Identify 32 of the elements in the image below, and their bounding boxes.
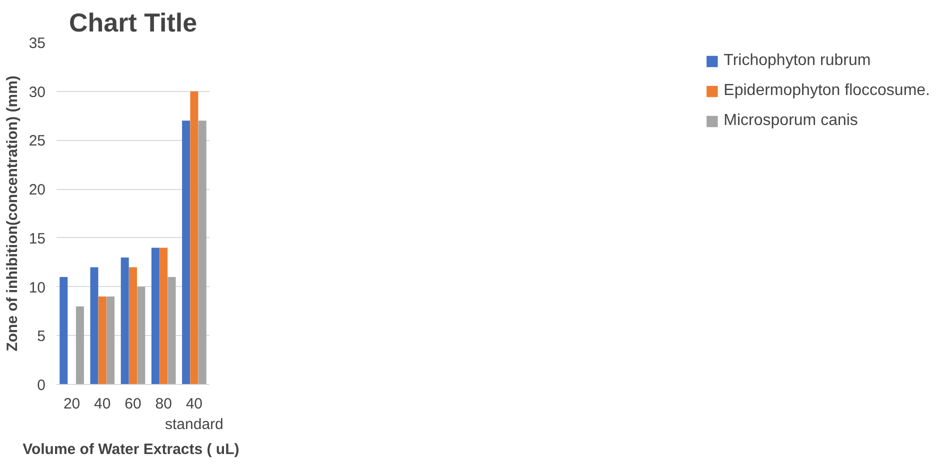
y-tick-label: 10 bbox=[28, 279, 46, 296]
x-tick-label: 20 bbox=[63, 396, 80, 412]
y-axis-title: Zone of inhibition(concentration) (mm) bbox=[4, 76, 21, 352]
chart-title: Chart Title bbox=[68, 8, 198, 38]
y-tick-label: 35 bbox=[28, 35, 46, 52]
bar bbox=[160, 248, 168, 384]
y-tick-label: 5 bbox=[37, 328, 46, 346]
bar bbox=[129, 267, 137, 384]
x-tick-label: 60 bbox=[124, 396, 142, 412]
bar bbox=[182, 120, 190, 384]
bar bbox=[168, 277, 176, 384]
x-axis-title: Volume of Water Extracts ( uL) bbox=[22, 440, 240, 458]
x-tick-label: 40 bbox=[94, 396, 111, 412]
bar bbox=[137, 286, 146, 384]
bar bbox=[151, 248, 160, 384]
bar bbox=[76, 306, 84, 384]
bar bbox=[60, 277, 68, 384]
legend-label: Microsporum canis bbox=[724, 112, 858, 130]
y-tick-label: 0 bbox=[37, 377, 46, 394]
bar bbox=[190, 91, 198, 384]
bar bbox=[106, 296, 115, 384]
bar bbox=[98, 296, 106, 384]
legend-label: Trichophyton rubrum bbox=[724, 52, 871, 70]
y-tick-label: 25 bbox=[28, 132, 46, 150]
y-tick-label: 30 bbox=[28, 84, 46, 101]
bar bbox=[90, 267, 98, 384]
legend-label: Epidermophyton floccosume. bbox=[724, 82, 930, 100]
bar bbox=[120, 257, 129, 384]
y-tick-label: 20 bbox=[28, 182, 46, 199]
bar bbox=[198, 120, 206, 384]
x-tick-label: 80 bbox=[155, 396, 172, 412]
y-tick-label: 15 bbox=[28, 230, 46, 248]
